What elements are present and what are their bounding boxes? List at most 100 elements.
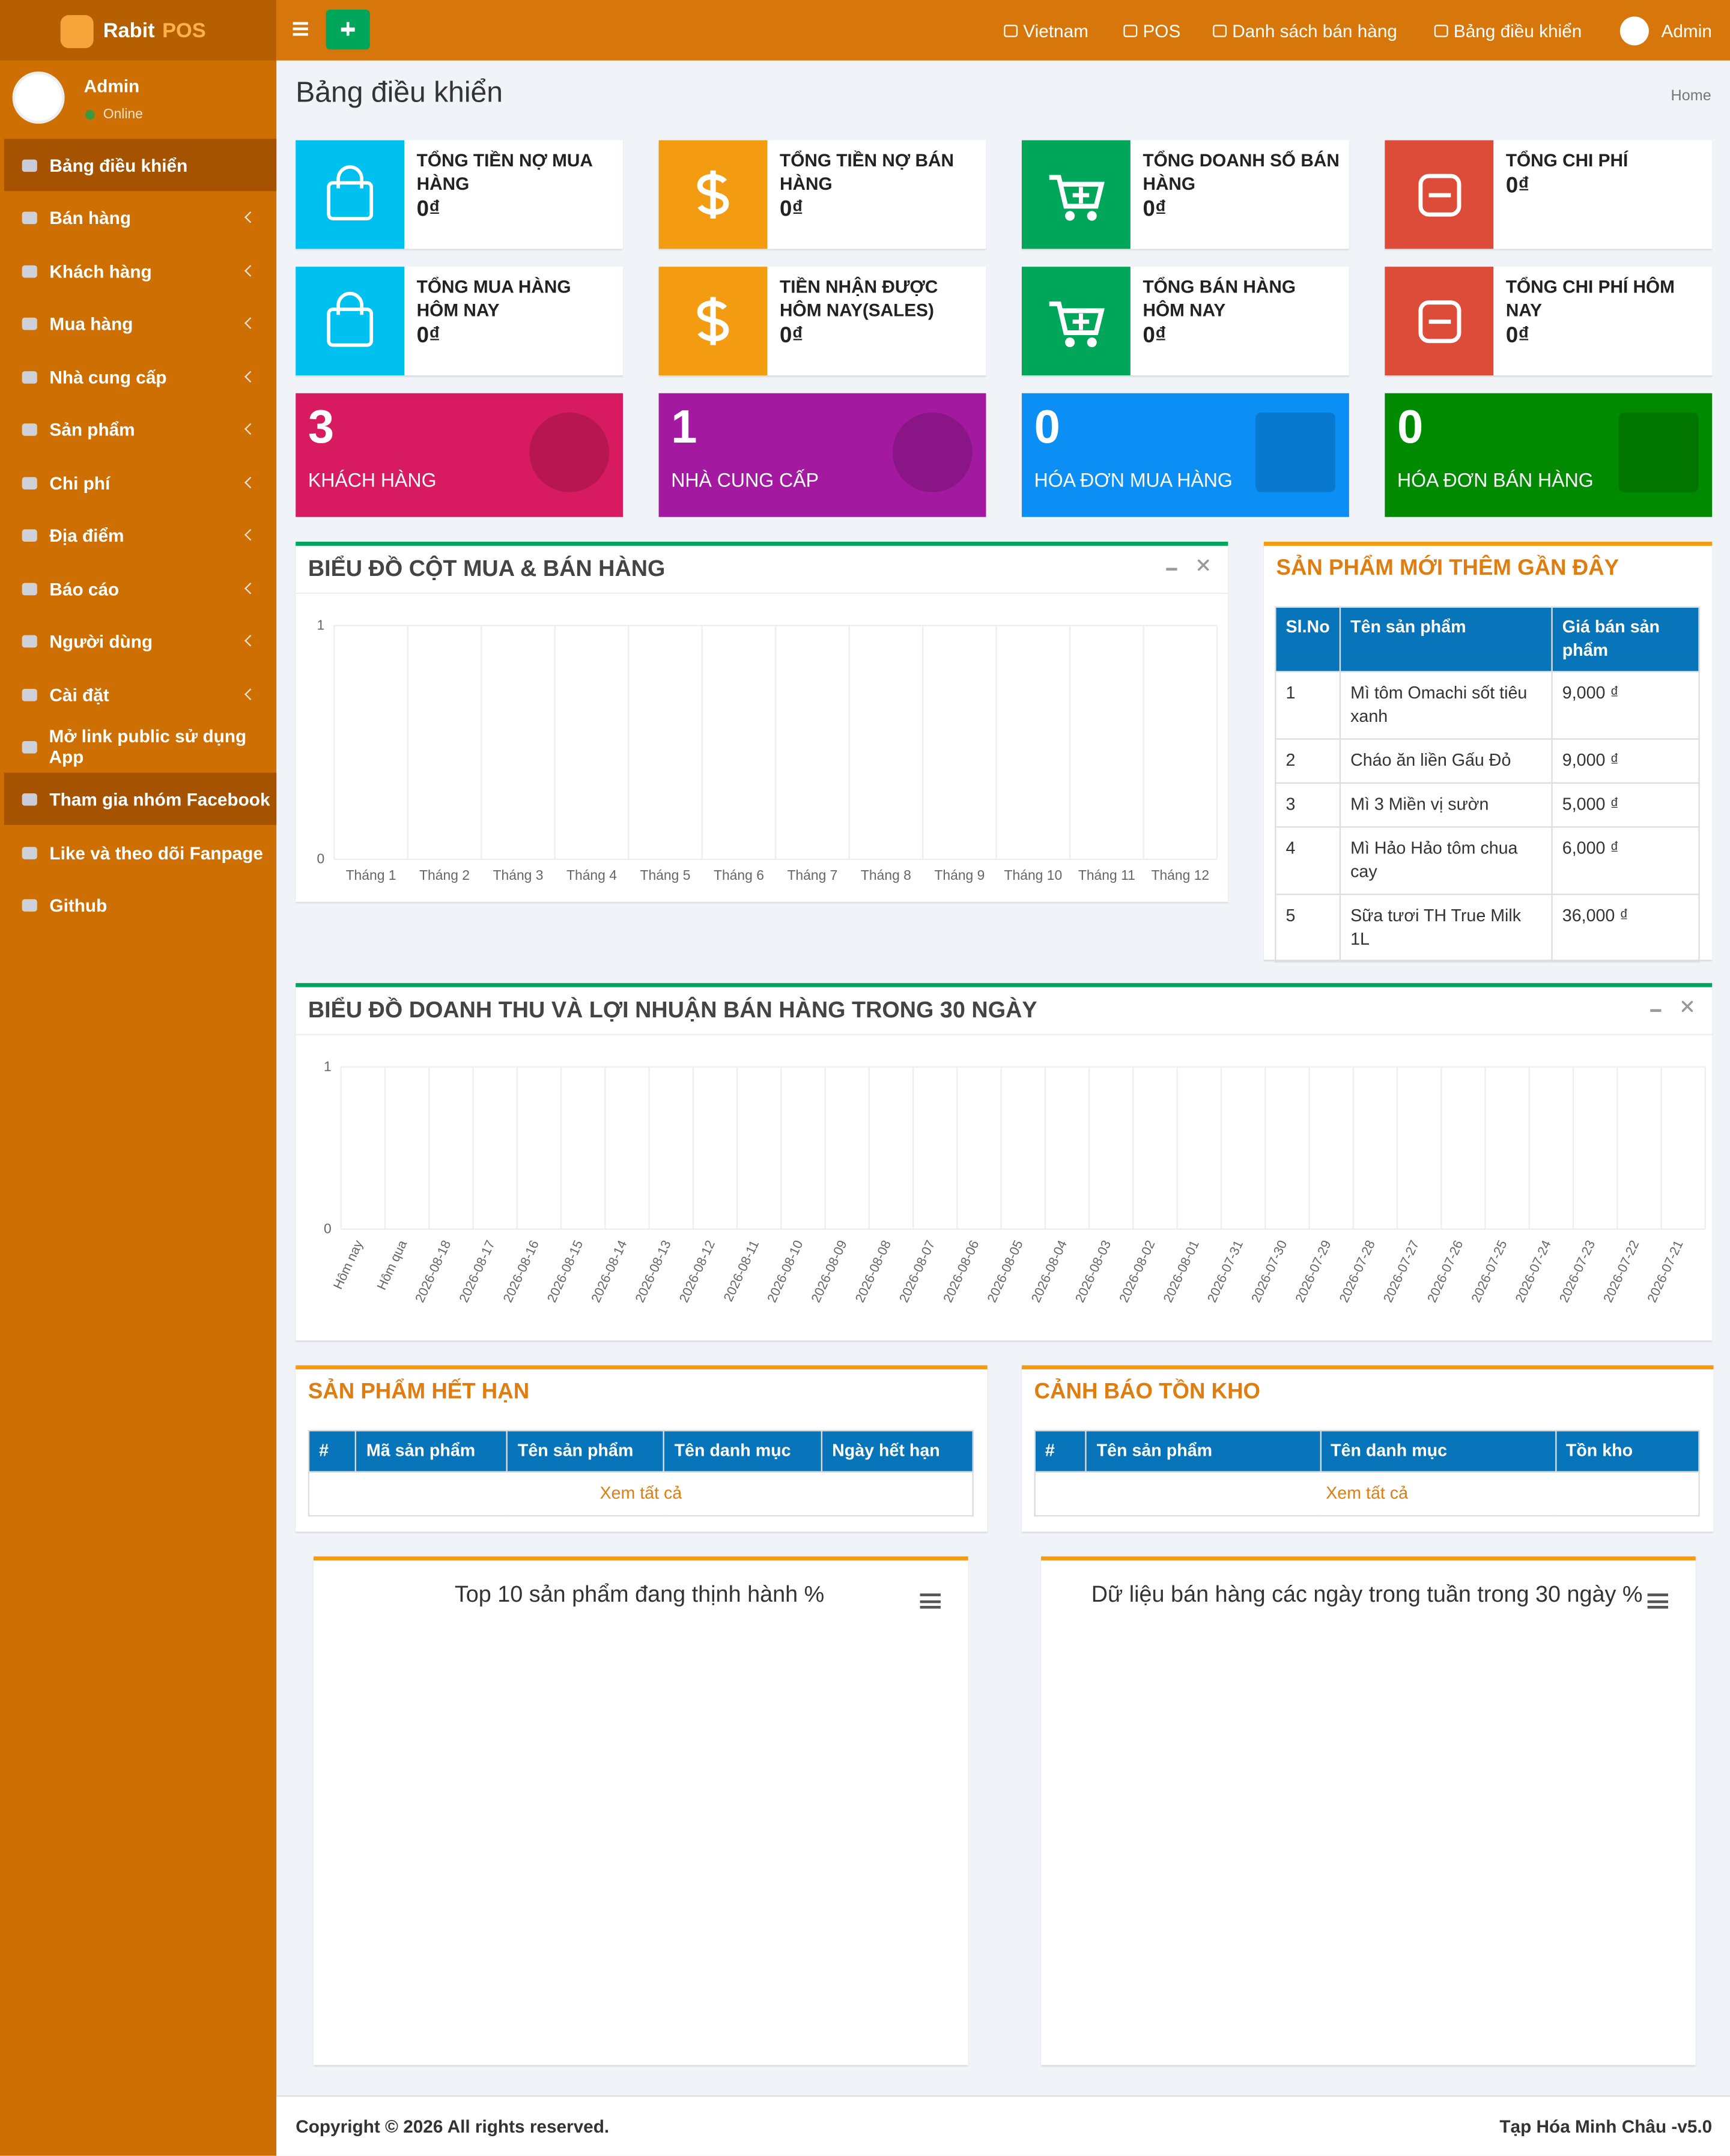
sidebar-item[interactable]: Người dùng	[4, 614, 276, 667]
bg-icon	[892, 412, 973, 492]
info-icon	[658, 267, 768, 375]
info-icon	[1021, 140, 1131, 249]
product-row: 4 Mì Hảo Hảo tôm chua cay 6,000 ₫	[1275, 826, 1700, 895]
header-row: Sl.No Tên sản phẩm Giá bán sản phẩm	[1275, 606, 1700, 673]
small-box[interactable]: 0 HÓA ĐƠN BÁN HÀNG	[1385, 393, 1713, 517]
info-text: TỔNG DOANH SỐ BÁN HÀNG 0₫	[1143, 148, 1342, 222]
box-title: SẢN PHẨM MỚI THÊM GẦN ĐÂY	[1276, 557, 1619, 581]
icon	[22, 740, 37, 753]
cell: 9,000 ₫	[1551, 671, 1700, 740]
sidebar-item[interactable]: Tham gia nhóm Facebook	[4, 772, 277, 825]
sidebar-item[interactable]: Github	[4, 879, 276, 931]
breadcrumb[interactable]: Home	[1671, 88, 1711, 104]
wheel	[1065, 211, 1075, 221]
sidebar-item[interactable]: Khách hàng	[4, 245, 276, 297]
y-tick-label: 0	[317, 851, 325, 867]
column-header: Ngày hết hạn	[821, 1429, 974, 1473]
data-table: # Tên sản phẩm Tên danh mục Tồn kho Xem tất …	[1034, 1429, 1700, 1517]
cell: 3	[1275, 782, 1341, 828]
topbar-item[interactable]: Danh sách bán hàng	[1213, 0, 1397, 61]
info-value: 0₫	[416, 198, 440, 222]
icon	[22, 370, 37, 383]
add-button[interactable]	[326, 10, 370, 50]
page-title: Bảng điều khiển	[296, 77, 503, 109]
sidebar-item[interactable]: Like và theo dõi Fanpage	[4, 826, 276, 879]
topbar-label: Bảng điều khiển	[1453, 20, 1582, 41]
info-value: 0₫	[1505, 324, 1530, 348]
sidebar-item[interactable]: Mua hàng	[4, 297, 276, 349]
close[interactable]	[1198, 559, 1209, 571]
info-icon	[1385, 140, 1494, 249]
topbar-item[interactable]: Bảng điều khiển	[1434, 0, 1582, 61]
icon	[1213, 24, 1227, 37]
sidebar-item[interactable]: Chi phí	[4, 456, 276, 509]
x-tick-label: 2026-08-06	[940, 1238, 982, 1304]
topbar	[276, 0, 1730, 61]
sidebar-item[interactable]: Nhà cung cấp	[4, 351, 276, 403]
cart-plus	[1072, 313, 1090, 330]
small-box-label: NHÀ CUNG CẤP	[671, 468, 819, 491]
sidebar-item[interactable]: Địa điểm	[4, 509, 276, 561]
product-row: 2 Cháo ăn liền Gấu Đỏ 9,000 ₫	[1275, 738, 1700, 784]
sidebar-item[interactable]: Sản phẩm	[4, 403, 276, 455]
x-tick-label: 2026-08-02	[1116, 1238, 1158, 1304]
topbar-item[interactable]: Vietnam	[1004, 0, 1088, 61]
info-value: 0₫	[1505, 174, 1530, 198]
sidebar-label: Sản phẩm	[49, 419, 135, 440]
chevron	[244, 211, 256, 223]
bag-handle	[336, 291, 363, 315]
logo	[60, 15, 94, 49]
x-tick-label: 2026-07-31	[1204, 1238, 1246, 1304]
topbar-item[interactable]: Admin	[1619, 0, 1712, 61]
sidebar-item[interactable]: Bảng điều khiển	[4, 139, 277, 192]
header-row: # Tên sản phẩm Tên danh mục Tồn kho	[1034, 1429, 1700, 1473]
x-tick-label: Tháng 3	[493, 867, 544, 883]
sidebar-label: Người dùng	[49, 630, 153, 652]
bag	[327, 307, 373, 347]
menu-toggle[interactable]	[293, 22, 308, 36]
info-text: TỔNG TIỀN NỢ BÁN HÀNG 0₫	[780, 148, 979, 222]
close[interactable]	[1681, 1001, 1693, 1012]
x-tick-label: Tháng 4	[566, 867, 617, 883]
cell: 5,000 ₫	[1551, 782, 1700, 828]
info-text: TỔNG BÁN HÀNG HÔM NAY 0₫	[1143, 275, 1342, 348]
topbar-item[interactable]: POS	[1123, 0, 1180, 61]
product-row: 5 Sữa tươi TH True Milk 1L 36,000 ₫	[1275, 894, 1700, 963]
x-tick-label: 2026-07-24	[1512, 1238, 1554, 1304]
small-box[interactable]: 3 KHÁCH HÀNG	[296, 393, 624, 517]
sidebar-item[interactable]: Bán hàng	[4, 191, 276, 243]
collapse[interactable]	[1650, 1009, 1662, 1012]
product-row: 3 Mì 3 Miền vị sườn 5,000 ₫	[1275, 782, 1700, 828]
box-title: SẢN PHẨM HẾT HẠN	[308, 1380, 530, 1404]
chevron	[244, 635, 256, 647]
chart-title: BIỂU ĐỒ CỘT MUA & BÁN HÀNG	[308, 557, 666, 582]
icon	[1418, 174, 1461, 217]
topbar-label: POS	[1143, 20, 1181, 41]
column-header: Tên sản phẩm	[1339, 606, 1553, 673]
dollar	[697, 170, 729, 219]
info-value: 0₫	[780, 324, 804, 348]
small-box[interactable]: 0 HÓA ĐƠN MUA HÀNG	[1021, 393, 1349, 517]
x-tick-label: 2026-08-11	[720, 1238, 762, 1304]
view-all[interactable]: Xem tất cả	[599, 1483, 682, 1503]
chevron	[244, 476, 256, 489]
small-box[interactable]: 1 NHÀ CUNG CẤP	[658, 393, 986, 517]
chart-menu[interactable]	[1647, 1593, 1668, 1609]
sidebar-item[interactable]: Mở link public sử dụng App	[4, 721, 276, 773]
cell: 1	[1275, 671, 1341, 740]
x-tick-label: 2026-08-05	[984, 1238, 1026, 1304]
info-box: TIỀN NHẬN ĐƯỢC HÔM NAY(SALES) 0₫	[658, 267, 986, 375]
collapse[interactable]	[1166, 568, 1177, 571]
bg-icon	[529, 412, 610, 492]
x-tick-label: 2026-07-26	[1424, 1238, 1466, 1304]
icon	[697, 170, 729, 219]
chevron	[244, 265, 256, 277]
view-all[interactable]: Xem tất cả	[1326, 1483, 1409, 1503]
bag-handle	[336, 165, 363, 189]
chart-menu[interactable]	[920, 1593, 941, 1609]
column-header: #	[308, 1429, 357, 1473]
sidebar-item[interactable]: Cài đặt	[4, 668, 276, 721]
sidebar-item[interactable]: Báo cáo	[4, 562, 276, 614]
